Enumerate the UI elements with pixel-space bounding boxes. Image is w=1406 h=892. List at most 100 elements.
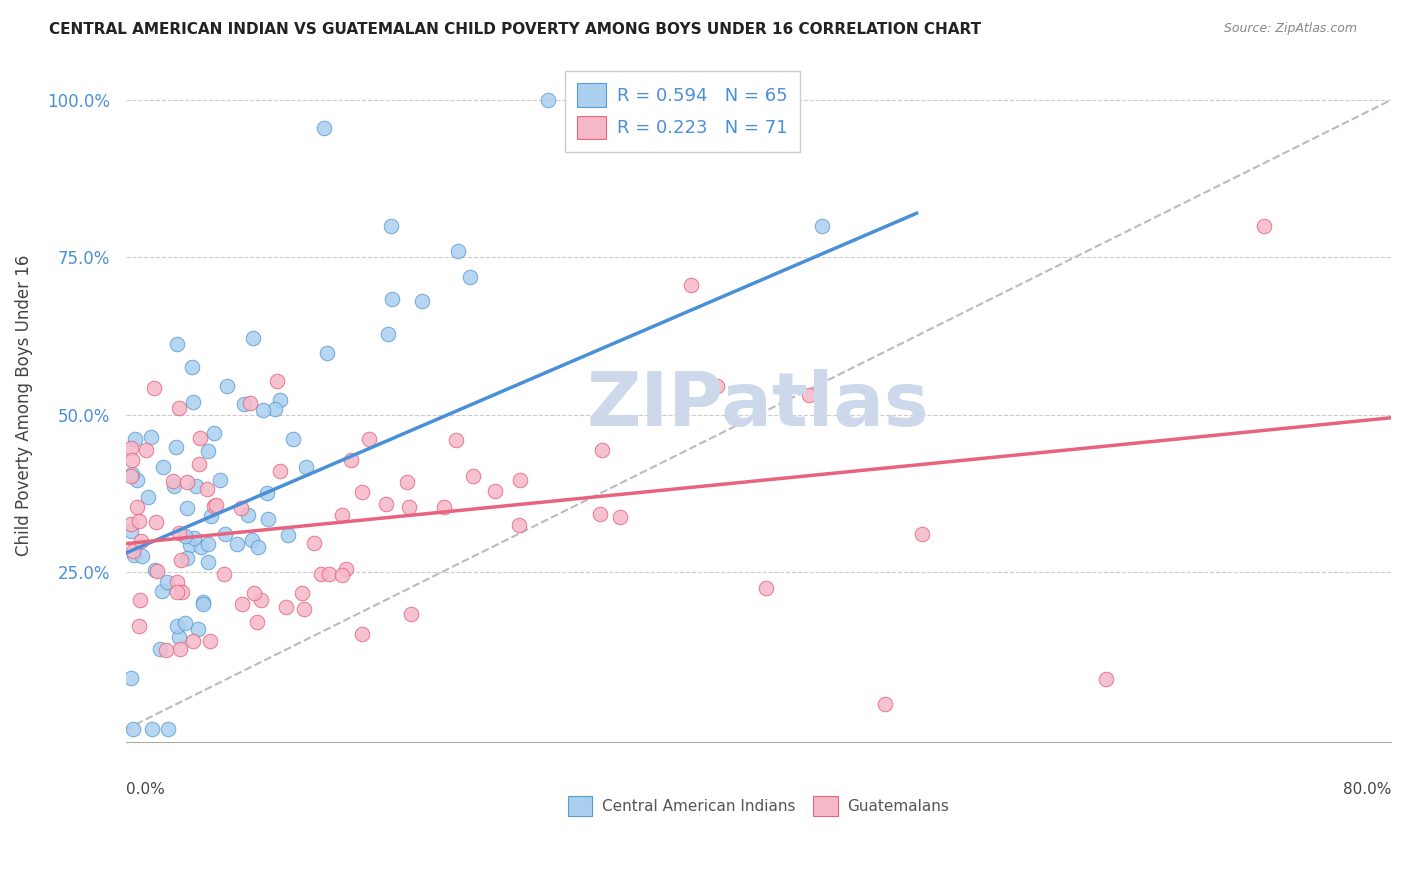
Point xyxy=(509,473,531,487)
Point xyxy=(399,607,422,621)
Point xyxy=(256,486,278,500)
Point xyxy=(589,508,612,522)
Point xyxy=(755,581,778,595)
Point xyxy=(176,550,198,565)
Point xyxy=(460,269,482,284)
Point xyxy=(181,394,204,409)
Point xyxy=(229,500,252,515)
Point xyxy=(395,475,418,490)
Point xyxy=(166,574,188,589)
Point xyxy=(129,593,152,607)
Point xyxy=(444,433,467,447)
Point xyxy=(484,484,506,499)
Text: CENTRAL AMERICAN INDIAN VS GUATEMALAN CHILD POVERTY AMONG BOYS UNDER 16 CORRELAT: CENTRAL AMERICAN INDIAN VS GUATEMALAN CH… xyxy=(49,22,981,37)
Point xyxy=(170,552,193,566)
Point xyxy=(238,508,260,522)
Point xyxy=(190,540,212,554)
Legend: Central American Indians, Guatemalans: Central American Indians, Guatemalans xyxy=(562,790,955,822)
Point xyxy=(146,564,169,578)
Point xyxy=(128,514,150,528)
Point xyxy=(156,575,179,590)
Point xyxy=(150,584,173,599)
Point xyxy=(312,121,335,136)
Point xyxy=(239,396,262,410)
Point xyxy=(170,584,193,599)
Point xyxy=(274,599,297,614)
Point xyxy=(141,430,163,444)
Point xyxy=(181,360,204,375)
Point xyxy=(217,378,239,392)
Point xyxy=(252,403,274,417)
Point xyxy=(173,616,195,631)
Point xyxy=(609,510,631,524)
Point xyxy=(377,326,399,341)
Point xyxy=(195,482,218,496)
Point xyxy=(167,401,190,416)
Point xyxy=(873,697,896,711)
Point xyxy=(122,548,145,562)
Point xyxy=(202,426,225,441)
Point xyxy=(375,497,398,511)
Point xyxy=(318,567,340,582)
Text: 80.0%: 80.0% xyxy=(1343,782,1391,797)
Text: Source: ZipAtlas.com: Source: ZipAtlas.com xyxy=(1223,22,1357,36)
Point xyxy=(197,555,219,569)
Point xyxy=(411,293,433,308)
Point xyxy=(129,533,152,548)
Point xyxy=(176,501,198,516)
Point xyxy=(120,671,142,685)
Point xyxy=(810,219,832,233)
Point xyxy=(136,490,159,504)
Point xyxy=(121,544,143,558)
Point xyxy=(246,540,269,554)
Point xyxy=(537,93,560,107)
Point xyxy=(398,500,420,515)
Point xyxy=(124,432,146,446)
Point xyxy=(131,549,153,563)
Point xyxy=(240,533,263,548)
Point xyxy=(706,379,728,393)
Point xyxy=(291,586,314,600)
Point xyxy=(231,597,253,611)
Point xyxy=(269,464,291,478)
Point xyxy=(167,631,190,645)
Point xyxy=(1095,672,1118,686)
Point xyxy=(250,593,273,607)
Point xyxy=(152,460,174,475)
Point xyxy=(165,440,187,454)
Point xyxy=(155,643,177,657)
Point xyxy=(233,397,256,411)
Point xyxy=(304,536,326,550)
Point xyxy=(797,388,820,402)
Point xyxy=(121,452,143,467)
Point xyxy=(200,508,222,523)
Point xyxy=(187,457,209,471)
Point xyxy=(330,567,353,582)
Point xyxy=(188,431,211,445)
Point xyxy=(120,517,142,532)
Point xyxy=(283,433,305,447)
Point xyxy=(243,586,266,600)
Y-axis label: Child Poverty Among Boys Under 16: Child Poverty Among Boys Under 16 xyxy=(15,254,32,556)
Point xyxy=(179,538,201,552)
Point xyxy=(162,474,184,488)
Point xyxy=(911,526,934,541)
Point xyxy=(292,601,315,615)
Text: 0.0%: 0.0% xyxy=(127,782,165,797)
Point xyxy=(191,598,214,612)
Point xyxy=(340,453,363,467)
Point xyxy=(166,585,188,599)
Point xyxy=(381,292,404,306)
Point xyxy=(122,723,145,737)
Text: ZIPatlas: ZIPatlas xyxy=(588,368,929,442)
Point xyxy=(156,723,179,737)
Point xyxy=(214,526,236,541)
Point xyxy=(166,336,188,351)
Point xyxy=(197,443,219,458)
Point xyxy=(163,479,186,493)
Point xyxy=(128,619,150,633)
Point xyxy=(205,498,228,512)
Point xyxy=(264,402,287,417)
Point xyxy=(191,595,214,609)
Point xyxy=(277,528,299,542)
